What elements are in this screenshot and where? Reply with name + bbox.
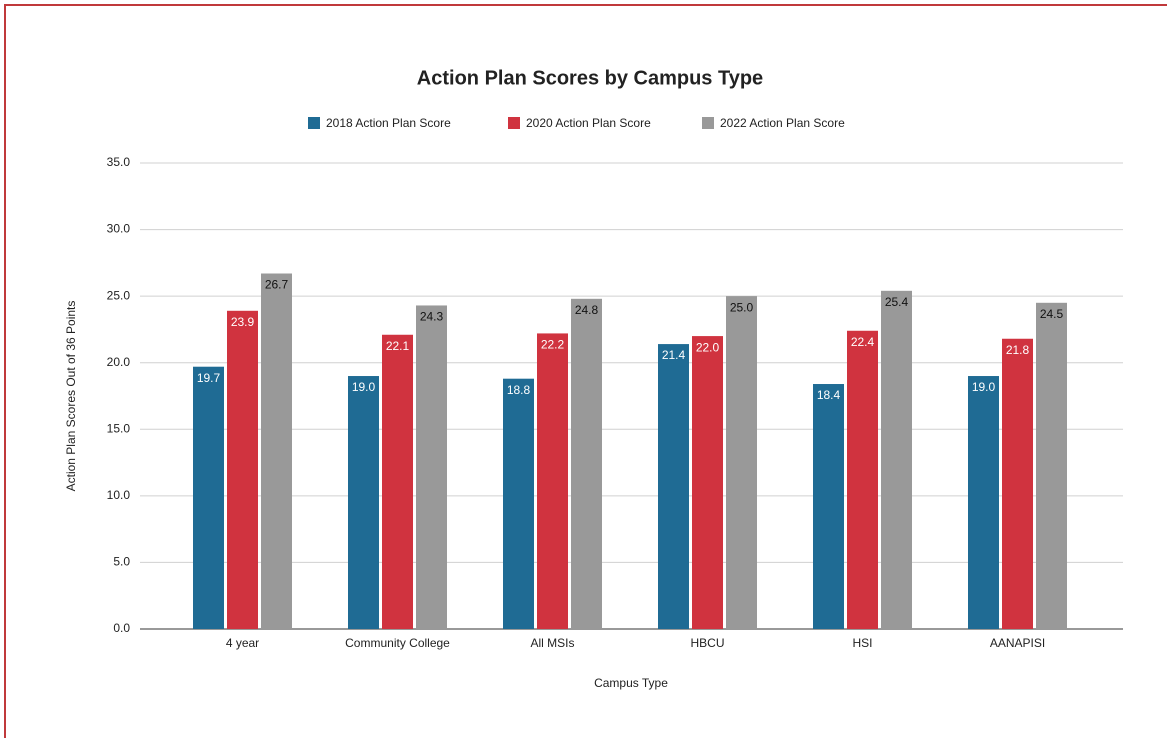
data-label: 19.7 xyxy=(197,371,221,385)
bar xyxy=(261,273,292,629)
legend-swatch xyxy=(508,117,520,129)
x-tick-label: HSI xyxy=(852,636,872,650)
y-tick-label: 25.0 xyxy=(107,288,131,302)
bar xyxy=(847,330,878,629)
data-label: 21.4 xyxy=(662,348,686,362)
legend-label: 2020 Action Plan Score xyxy=(526,116,651,130)
bar xyxy=(227,310,258,629)
data-label: 19.0 xyxy=(972,380,996,394)
y-axis-label: Action Plan Scores Out of 36 Points xyxy=(64,301,78,492)
bar xyxy=(571,298,602,629)
bar xyxy=(416,305,447,629)
y-tick-label: 30.0 xyxy=(107,222,131,236)
legend-swatch xyxy=(308,117,320,129)
x-tick-label: AANAPISI xyxy=(990,636,1045,650)
bar xyxy=(968,376,999,629)
y-tick-label: 0.0 xyxy=(113,621,130,635)
data-label: 24.8 xyxy=(575,303,599,317)
bar xyxy=(692,336,723,629)
data-label: 22.1 xyxy=(386,339,410,353)
bar xyxy=(881,290,912,629)
data-label: 22.4 xyxy=(851,335,875,349)
legend-swatch xyxy=(702,117,714,129)
frame xyxy=(4,4,1167,738)
data-label: 22.2 xyxy=(541,338,565,352)
bar xyxy=(1036,302,1067,629)
legend-label: 2022 Action Plan Score xyxy=(720,116,845,130)
data-label: 24.5 xyxy=(1040,307,1064,321)
bar xyxy=(193,366,224,629)
bar xyxy=(813,384,844,629)
y-tick-label: 20.0 xyxy=(107,355,131,369)
x-tick-label: All MSIs xyxy=(530,636,574,650)
data-label: 26.7 xyxy=(265,278,289,292)
chart-title: Action Plan Scores by Campus Type xyxy=(417,67,763,89)
bar xyxy=(1002,338,1033,629)
x-tick-label: 4 year xyxy=(226,636,259,650)
y-tick-label: 15.0 xyxy=(107,421,131,435)
data-label: 22.0 xyxy=(696,340,720,354)
data-label: 23.9 xyxy=(231,315,255,329)
x-tick-label: HBCU xyxy=(690,636,724,650)
data-label: 18.8 xyxy=(507,383,531,397)
bar xyxy=(503,378,534,629)
y-tick-label: 10.0 xyxy=(107,488,131,502)
bar xyxy=(348,376,379,629)
bar xyxy=(537,333,568,629)
y-tick-label: 35.0 xyxy=(107,155,131,169)
data-label: 24.3 xyxy=(420,310,444,324)
data-label: 18.4 xyxy=(817,388,841,402)
data-label: 25.4 xyxy=(885,295,909,309)
x-tick-label: Community College xyxy=(345,636,450,650)
data-label: 25.0 xyxy=(730,300,754,314)
y-tick-label: 5.0 xyxy=(113,555,130,569)
bar xyxy=(382,334,413,629)
data-label: 19.0 xyxy=(352,380,376,394)
legend-label: 2018 Action Plan Score xyxy=(326,116,451,130)
bar xyxy=(726,296,757,629)
x-axis-label: Campus Type xyxy=(594,676,668,690)
bar xyxy=(658,344,689,629)
data-label: 21.8 xyxy=(1006,343,1030,357)
